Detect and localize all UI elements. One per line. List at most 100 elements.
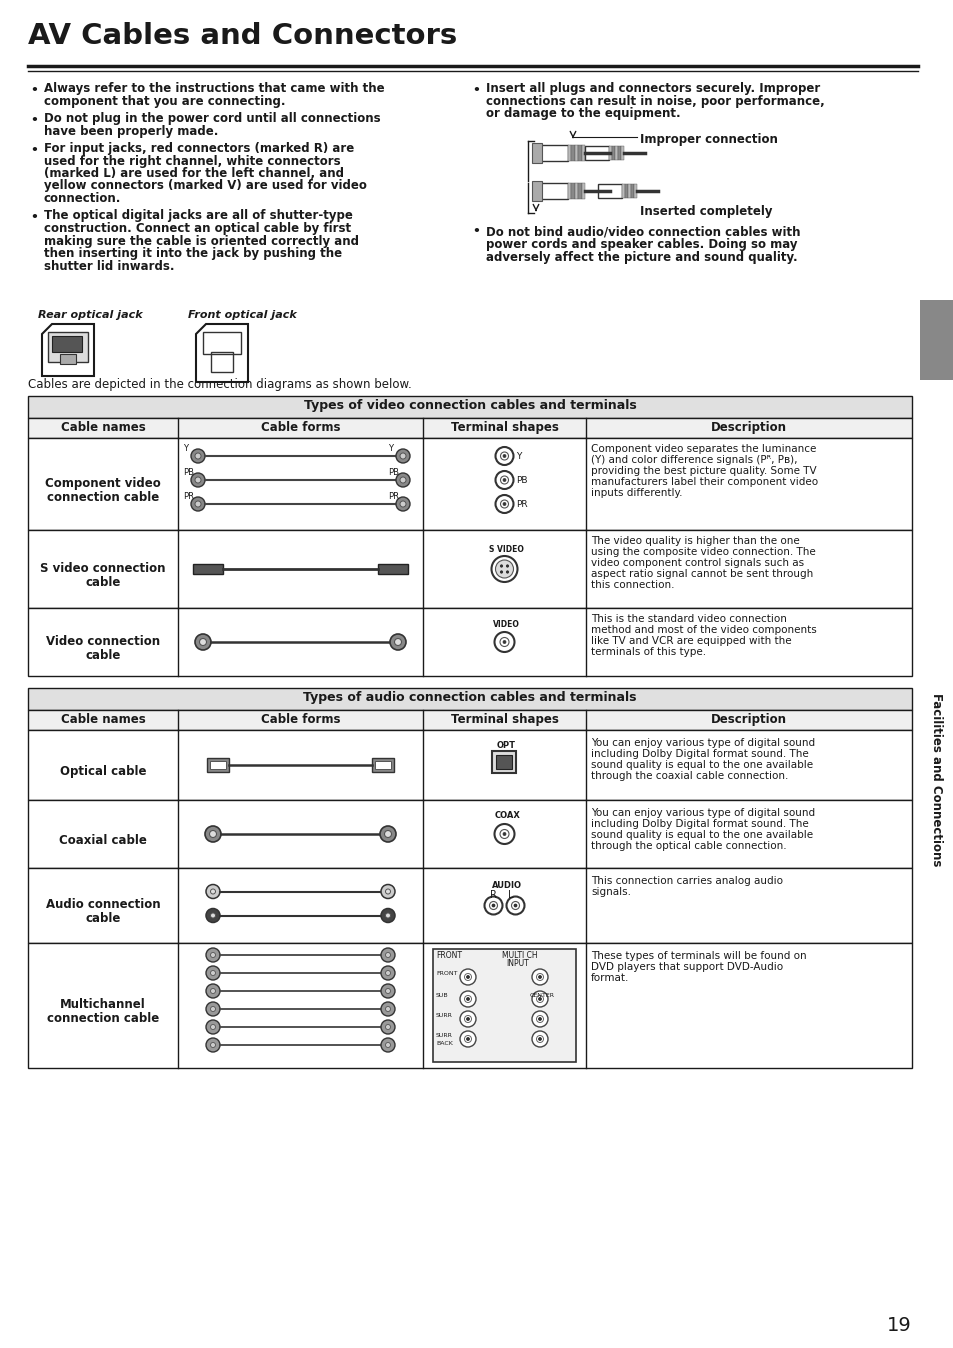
Circle shape [211, 971, 215, 976]
Bar [598, 183, 621, 198]
Circle shape [464, 973, 471, 980]
Circle shape [532, 1031, 547, 1047]
Bar [496, 755, 512, 768]
Text: This connection carries analog audio: This connection carries analog audio [590, 876, 782, 886]
Text: yellow connectors (marked V) are used for video: yellow connectors (marked V) are used fo… [44, 179, 367, 193]
Circle shape [491, 555, 517, 582]
Text: including Dolby Digital format sound. The: including Dolby Digital format sound. Th… [590, 749, 808, 759]
Circle shape [459, 969, 476, 985]
Bar [567, 182, 571, 198]
Text: PR: PR [516, 500, 528, 510]
Circle shape [464, 996, 471, 1003]
Circle shape [380, 909, 395, 922]
Text: format.: format. [590, 973, 629, 983]
Circle shape [494, 632, 514, 652]
Bar [28, 608, 911, 675]
Bar [567, 144, 571, 160]
Text: using the composite video connection. The: using the composite video connection. Th… [590, 547, 815, 557]
Bar [539, 182, 567, 198]
Circle shape [495, 448, 513, 465]
Circle shape [380, 884, 395, 899]
Text: making sure the cable is oriented correctly and: making sure the cable is oriented correc… [44, 235, 358, 248]
Circle shape [191, 449, 205, 462]
Circle shape [506, 565, 508, 568]
Circle shape [500, 500, 508, 508]
Circle shape [206, 1002, 220, 1016]
Circle shape [537, 976, 541, 979]
Text: MULTI CH: MULTI CH [501, 950, 537, 960]
Circle shape [495, 559, 513, 578]
Circle shape [211, 1042, 215, 1047]
Text: cable: cable [85, 913, 121, 926]
Text: Types of audio connection cables and terminals: Types of audio connection cables and ter… [303, 692, 636, 704]
Text: L: L [508, 891, 514, 900]
Text: FRONT: FRONT [436, 971, 457, 976]
Bar [28, 418, 911, 438]
Circle shape [194, 501, 201, 507]
Circle shape [484, 896, 502, 914]
Bar [575, 182, 578, 198]
Circle shape [206, 884, 220, 899]
Circle shape [532, 1011, 547, 1027]
Text: construction. Connect an optical cable by first: construction. Connect an optical cable b… [44, 222, 351, 235]
Circle shape [536, 996, 543, 1003]
Circle shape [194, 453, 201, 460]
Circle shape [210, 830, 216, 837]
Text: The optical digital jacks are all of shutter-type: The optical digital jacks are all of shu… [44, 209, 353, 222]
Text: manufacturers label their component video: manufacturers label their component vide… [590, 477, 818, 487]
Text: DVD players that support DVD-Audio: DVD players that support DVD-Audio [590, 962, 782, 972]
Circle shape [532, 991, 547, 1007]
Circle shape [379, 826, 395, 842]
Circle shape [499, 829, 509, 838]
Text: Audio connection: Audio connection [46, 899, 160, 911]
Text: cable: cable [85, 576, 121, 589]
Text: Do not bind audio/video connection cables with: Do not bind audio/video connection cable… [485, 225, 800, 239]
Circle shape [489, 902, 497, 910]
Circle shape [466, 998, 469, 1000]
Text: OPT: OPT [496, 741, 515, 749]
Text: R: R [490, 891, 497, 900]
Bar [578, 182, 581, 198]
Circle shape [464, 1015, 471, 1023]
Bar [207, 758, 229, 772]
Text: PR: PR [388, 492, 398, 501]
Text: like TV and VCR are equipped with the: like TV and VCR are equipped with the [590, 636, 791, 646]
Bar [28, 868, 911, 944]
Circle shape [191, 473, 205, 487]
Text: then inserting it into the jack by pushing the: then inserting it into the jack by pushi… [44, 247, 342, 260]
Text: Rear optical jack: Rear optical jack [38, 310, 143, 319]
Text: have been properly made.: have been properly made. [44, 124, 218, 137]
Bar [28, 731, 911, 799]
Bar [575, 144, 578, 160]
Bar [210, 762, 226, 768]
Bar [28, 530, 911, 608]
Circle shape [492, 905, 495, 907]
Text: AUDIO: AUDIO [491, 880, 521, 890]
Text: SURR: SURR [436, 1012, 453, 1018]
Circle shape [502, 833, 505, 836]
Bar [28, 710, 911, 731]
Circle shape [399, 501, 406, 507]
Text: PB: PB [183, 468, 193, 477]
Bar [919, 301, 953, 380]
Circle shape [385, 988, 390, 993]
Circle shape [390, 634, 406, 650]
Text: INPUT: INPUT [505, 958, 528, 968]
Text: Component video: Component video [45, 477, 161, 491]
Bar [28, 687, 911, 710]
Circle shape [499, 570, 502, 573]
Text: used for the right channel, white connectors: used for the right channel, white connec… [44, 155, 340, 167]
Bar [433, 949, 576, 1062]
Circle shape [211, 953, 215, 957]
Text: This is the standard video connection: This is the standard video connection [590, 613, 786, 624]
Text: You can enjoy various type of digital sound: You can enjoy various type of digital so… [590, 807, 814, 818]
Text: Coaxial cable: Coaxial cable [59, 834, 147, 847]
Text: 19: 19 [886, 1316, 911, 1335]
Circle shape [399, 477, 406, 483]
Text: method and most of the video components: method and most of the video components [590, 625, 816, 635]
Circle shape [380, 1002, 395, 1016]
Bar [634, 183, 637, 198]
Bar [48, 332, 88, 363]
Circle shape [495, 470, 513, 489]
Bar [28, 799, 911, 868]
